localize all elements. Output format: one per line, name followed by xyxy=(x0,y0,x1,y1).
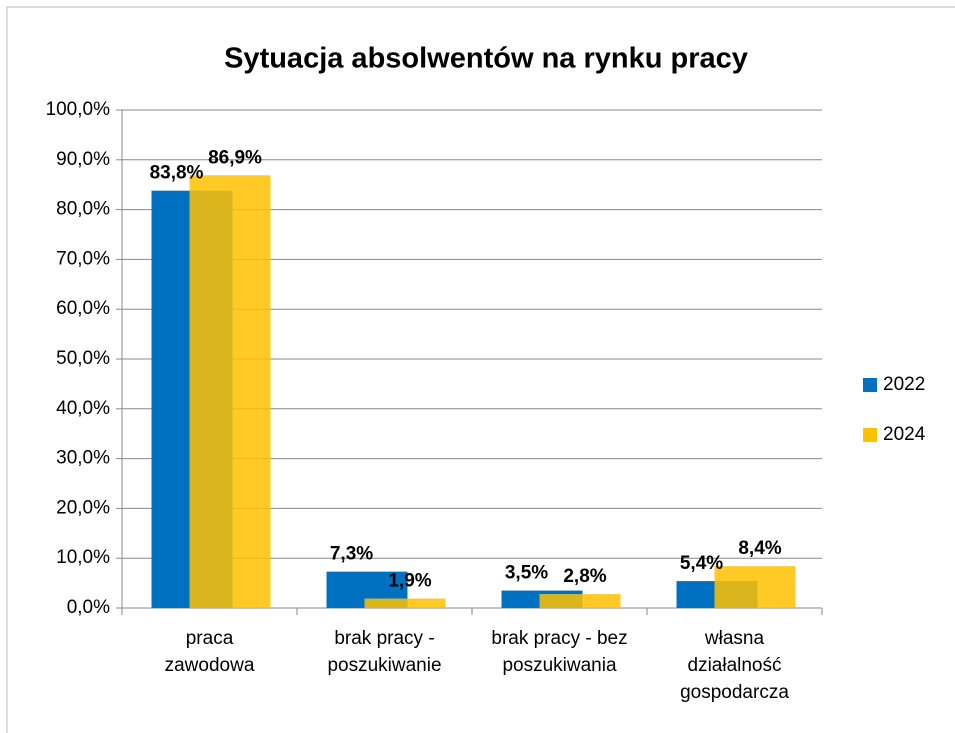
bar xyxy=(714,566,796,608)
x-tick-label: brak pracy - bez poszukiwania xyxy=(491,628,628,676)
x-tick-label: własna działalność gospodarcza xyxy=(680,628,789,703)
x-tick-label: praca zawodowa xyxy=(164,628,255,676)
y-tick-label: 40,0% xyxy=(56,398,110,419)
x-tick-label: brak pracy - poszukiwanie xyxy=(327,628,442,676)
y-tick-label: 90,0% xyxy=(56,149,110,170)
bar xyxy=(189,175,271,608)
y-tick-label: 70,0% xyxy=(56,248,110,269)
chart-title: Sytuacja absolwentów na rynku pracy xyxy=(224,43,748,75)
legend-swatch xyxy=(863,378,877,392)
y-tick-label: 60,0% xyxy=(56,298,110,319)
bar xyxy=(539,594,621,608)
y-tick-label: 50,0% xyxy=(56,348,110,369)
value-label: 8,4% xyxy=(738,538,781,559)
bar xyxy=(364,598,446,608)
value-label: 5,4% xyxy=(680,553,723,574)
legend-label: 2022 xyxy=(883,374,925,395)
legend-label: 2024 xyxy=(883,424,926,445)
y-tick-label: 100,0% xyxy=(46,99,111,120)
legend-swatch xyxy=(863,428,877,442)
value-label: 2,8% xyxy=(563,566,606,587)
value-label: 1,9% xyxy=(388,571,431,592)
chart-border xyxy=(6,6,955,733)
value-label: 7,3% xyxy=(330,544,373,565)
y-tick-label: 80,0% xyxy=(56,199,110,220)
y-tick-label: 0,0% xyxy=(67,597,110,618)
y-tick-label: 30,0% xyxy=(56,448,110,469)
y-tick-label: 10,0% xyxy=(56,547,110,568)
value-label: 86,9% xyxy=(208,147,262,168)
y-tick-label: 20,0% xyxy=(56,497,110,518)
value-label: 83,8% xyxy=(150,163,204,184)
value-label: 3,5% xyxy=(505,563,548,584)
